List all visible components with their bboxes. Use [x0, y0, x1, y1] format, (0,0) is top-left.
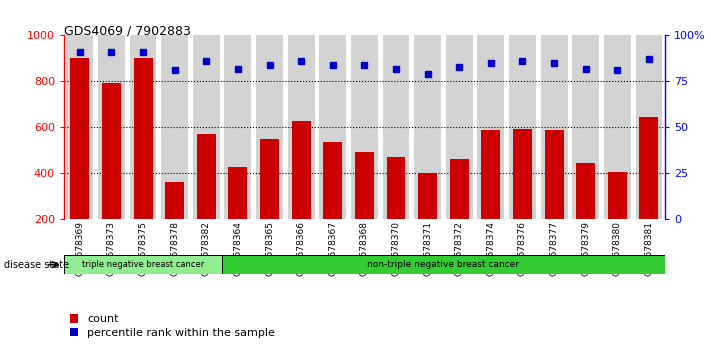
Bar — [292, 120, 311, 219]
Bar — [161, 35, 188, 219]
Legend: count, percentile rank within the sample: count, percentile rank within the sample — [70, 314, 275, 338]
Text: triple negative breast cancer: triple negative breast cancer — [82, 260, 204, 269]
Bar — [639, 117, 658, 219]
Bar — [165, 182, 184, 219]
Bar — [197, 134, 215, 219]
Bar — [576, 163, 595, 219]
Bar — [415, 35, 441, 219]
Bar — [64, 255, 222, 274]
Bar — [481, 130, 501, 219]
Bar — [129, 35, 156, 219]
Bar — [450, 159, 469, 219]
Text: disease state: disease state — [4, 260, 69, 270]
Text: GDS4069 / 7902883: GDS4069 / 7902883 — [64, 25, 191, 38]
Bar — [545, 130, 564, 219]
Bar — [288, 35, 314, 219]
Bar — [608, 172, 627, 219]
Bar — [324, 142, 342, 219]
Bar — [222, 255, 665, 274]
Bar — [70, 58, 90, 219]
Bar — [604, 35, 631, 219]
Bar — [540, 35, 567, 219]
Bar — [193, 35, 220, 219]
Bar — [102, 82, 121, 219]
Bar — [383, 35, 410, 219]
Bar — [351, 35, 378, 219]
Bar — [228, 166, 247, 219]
Bar — [513, 129, 532, 219]
Bar — [319, 35, 346, 219]
Bar — [572, 35, 599, 219]
Bar — [509, 35, 536, 219]
Bar — [225, 35, 252, 219]
Bar — [477, 35, 504, 219]
Bar — [260, 139, 279, 219]
Bar — [636, 35, 663, 219]
Bar — [387, 157, 405, 219]
Bar — [418, 173, 437, 219]
Bar — [66, 35, 93, 219]
Bar — [355, 152, 374, 219]
Text: non-triple negative breast cancer: non-triple negative breast cancer — [368, 260, 520, 269]
Bar — [134, 58, 153, 219]
Bar — [256, 35, 283, 219]
Bar — [446, 35, 473, 219]
Bar — [98, 35, 125, 219]
